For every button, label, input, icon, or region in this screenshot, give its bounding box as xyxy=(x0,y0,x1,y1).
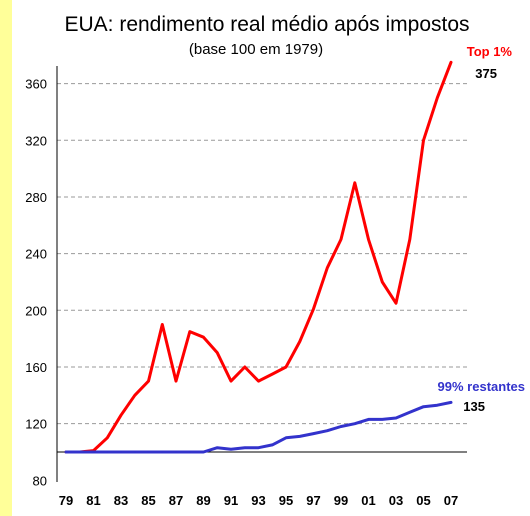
data-point-top-1-92 xyxy=(244,366,246,368)
data-point-99-restantes-04 xyxy=(409,411,411,414)
data-point-99-restantes-79 xyxy=(65,451,67,453)
data-point-top-1-05 xyxy=(422,139,425,142)
data-point-99-restantes-81 xyxy=(92,451,95,453)
data-point-top-1-88 xyxy=(189,330,191,333)
data-point-99-restantes-00 xyxy=(354,422,356,425)
data-point-99-restantes-86 xyxy=(161,451,164,453)
x-tick-label-85: 85 xyxy=(141,493,155,508)
x-tick-label-99: 99 xyxy=(334,493,348,508)
x-tick-label-89: 89 xyxy=(196,493,210,508)
x-tick-label-05: 05 xyxy=(416,493,430,508)
y-tick-label-360: 360 xyxy=(25,77,47,92)
99pct-end-value-label: 135 xyxy=(463,399,485,414)
data-point-top-1-93 xyxy=(257,380,260,382)
data-point-top-1-01 xyxy=(367,238,370,241)
x-tick-label-95: 95 xyxy=(279,493,293,508)
data-point-99-restantes-03 xyxy=(395,417,397,419)
data-point-99-restantes-90 xyxy=(216,446,219,449)
data-point-top-1-91 xyxy=(230,380,232,382)
x-tick-label-93: 93 xyxy=(251,493,265,508)
x-axis-tick-labels: 79 81 83 85 87 89 91 93 95 97 99 01 03 05 07 xyxy=(59,493,458,508)
data-point-99-restantes-97 xyxy=(312,432,315,435)
data-point-99-restantes-99 xyxy=(340,425,342,428)
data-point-99-restantes-05 xyxy=(422,405,425,408)
data-point-top-1-84 xyxy=(134,394,136,397)
data-point-99-restantes-95 xyxy=(285,437,287,439)
data-point-99-restantes-84 xyxy=(134,451,136,453)
data-point-top-1-90 xyxy=(216,352,219,354)
data-point-99-restantes-01 xyxy=(367,418,370,421)
chart-title: EUA: rendimento real médio após impostos xyxy=(64,13,469,36)
y-axis-tick-labels: 80 120 160 200 240 280 320 360 xyxy=(25,77,47,489)
x-tick-label-01: 01 xyxy=(361,493,375,508)
data-point-99-restantes-85 xyxy=(147,451,150,453)
y-tick-label-160: 160 xyxy=(25,360,47,375)
data-point-top-1-94 xyxy=(271,373,274,375)
x-tick-label-81: 81 xyxy=(86,493,100,508)
data-point-top-1-89 xyxy=(202,336,205,339)
data-point-top-1-97 xyxy=(312,308,315,310)
data-point-99-restantes-93 xyxy=(257,446,260,449)
chart-subtitle: (base 100 em 1979) xyxy=(189,41,323,58)
data-point-top-1-87 xyxy=(175,380,177,382)
data-point-99-restantes-82 xyxy=(106,451,109,453)
data-point-99-restantes-07 xyxy=(450,401,452,404)
x-tick-label-79: 79 xyxy=(59,493,73,508)
data-point-99-restantes-88 xyxy=(189,451,191,453)
x-tick-label-03: 03 xyxy=(389,493,403,508)
data-point-top-1-96 xyxy=(299,340,301,343)
data-point-top-1-06 xyxy=(436,97,439,99)
series-line-top-1 xyxy=(64,60,453,454)
data-point-top-1-86 xyxy=(161,323,164,326)
left-decorative-strip xyxy=(0,0,12,516)
y-tick-label-80: 80 xyxy=(33,473,47,488)
data-point-99-restantes-83 xyxy=(120,451,122,453)
top1-end-value-label: 375 xyxy=(475,66,497,81)
data-point-top-1-04 xyxy=(409,238,411,241)
data-point-top-1-85 xyxy=(147,380,150,382)
data-point-top-1-82 xyxy=(106,437,109,439)
legend-top1-label: Top 1% xyxy=(467,44,513,59)
data-point-top-1-02 xyxy=(381,281,384,283)
x-tick-label-87: 87 xyxy=(169,493,183,508)
y-tick-label-320: 320 xyxy=(25,133,47,148)
data-point-top-1-03 xyxy=(395,302,397,305)
data-point-99-restantes-02 xyxy=(381,418,384,421)
data-point-99-restantes-06 xyxy=(436,404,439,407)
data-point-99-restantes-98 xyxy=(326,429,329,432)
gridlines xyxy=(57,83,467,425)
y-tick-label-280: 280 xyxy=(25,190,47,205)
x-tick-label-91: 91 xyxy=(224,493,238,508)
data-point-99-restantes-80 xyxy=(79,451,81,453)
x-tick-label-97: 97 xyxy=(306,493,320,508)
data-point-99-restantes-89 xyxy=(202,451,205,453)
data-point-top-1-83 xyxy=(120,414,122,417)
data-point-99-restantes-94 xyxy=(271,444,274,446)
data-point-top-1-95 xyxy=(285,366,287,368)
y-tick-label-200: 200 xyxy=(25,303,47,318)
data-point-99-restantes-87 xyxy=(175,451,177,453)
y-tick-label-120: 120 xyxy=(25,417,47,432)
y-tick-label-240: 240 xyxy=(25,247,47,262)
data-point-99-restantes-96 xyxy=(299,435,301,438)
legend-99pct-label: 99% restantes xyxy=(438,379,525,394)
data-point-top-1-00 xyxy=(354,182,356,184)
x-tick-label-07: 07 xyxy=(444,493,458,508)
data-point-top-1-99 xyxy=(340,238,342,241)
series-lines xyxy=(64,60,453,454)
data-point-top-1-98 xyxy=(326,267,329,269)
data-point-99-restantes-92 xyxy=(244,446,246,449)
x-tick-label-83: 83 xyxy=(114,493,128,508)
data-point-99-restantes-91 xyxy=(230,448,232,451)
data-point-top-1-07 xyxy=(450,61,452,64)
